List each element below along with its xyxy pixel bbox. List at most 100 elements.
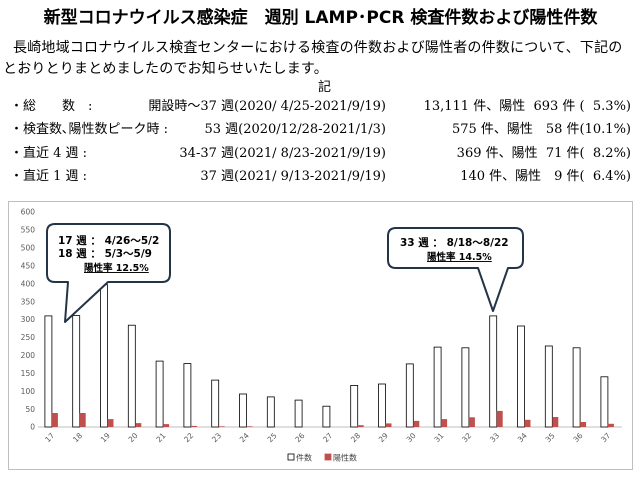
callout-weeks-17-18: 17 週 ： 4/26～5/2 18 週 ： 5/3～5/9 陽性率 12.5% bbox=[46, 223, 171, 323]
summary-row-last-4-weeks: ・直近 4 週 : 34-37 週(2021/ 8/23-2021/9/19) … bbox=[0, 145, 641, 163]
legend-swatch-positives bbox=[324, 453, 332, 461]
x-tick-label: 32 bbox=[460, 431, 473, 444]
summary-result: 140 件、陽性 9 件( 6.4%) bbox=[460, 169, 631, 184]
summary-row-total: ・総 数 : 開設時～37 週(2020/ 4/25-2021/9/19) 13… bbox=[0, 98, 641, 116]
y-tick-label: 600 bbox=[21, 208, 36, 217]
bar-positives-17 bbox=[51, 413, 58, 427]
y-tick-label: 100 bbox=[21, 387, 36, 396]
y-tick-label: 450 bbox=[21, 262, 36, 271]
x-tick-label: 21 bbox=[154, 431, 167, 444]
bar-tests-23 bbox=[211, 379, 220, 428]
x-tick-label: 18 bbox=[71, 431, 84, 444]
bar-tests-32 bbox=[461, 347, 470, 428]
bar-tests-30 bbox=[405, 363, 414, 428]
x-tick-label: 27 bbox=[321, 431, 334, 444]
bar-tests-20 bbox=[127, 324, 136, 428]
bar-tests-26 bbox=[294, 399, 303, 428]
legend-swatch-tests bbox=[287, 453, 295, 461]
legend-label-positives: 陽性数 bbox=[333, 453, 357, 463]
x-tick-label: 20 bbox=[127, 431, 140, 444]
intro-line-1: 長崎地域コロナウイルス検査センターにおける検査の件数および陽性者の件数について、… bbox=[13, 40, 623, 56]
bar-tests-17 bbox=[44, 315, 53, 428]
y-tick-label: 550 bbox=[21, 226, 36, 235]
bar-positives-23 bbox=[218, 426, 225, 427]
x-tick-label: 28 bbox=[349, 431, 362, 444]
y-tick-label: 350 bbox=[21, 297, 36, 306]
x-tick-label: 35 bbox=[544, 431, 557, 444]
y-tick-label: 200 bbox=[21, 351, 36, 360]
x-tick-label: 24 bbox=[238, 431, 251, 444]
chart-legend: 件数 陽性数 bbox=[287, 453, 357, 463]
summary-row-last-1-week: ・直近 1 週 : 37 週(2021/ 9/13-2021/9/19) 140… bbox=[0, 168, 641, 186]
x-tick-label: 19 bbox=[99, 431, 112, 444]
ki-heading: 記 bbox=[318, 80, 332, 95]
y-tick-label: 0 bbox=[30, 423, 35, 432]
x-tick-label: 22 bbox=[182, 431, 195, 444]
summary-label: ・直近 1 週 : bbox=[10, 169, 88, 184]
y-tick-label: 300 bbox=[21, 315, 36, 324]
intro-line-2: とおりとりまとめましたのでお知らせいたします。 bbox=[3, 61, 328, 77]
bar-tests-35 bbox=[544, 345, 553, 428]
bar-positives-30 bbox=[413, 420, 420, 427]
bar-tests-28 bbox=[350, 384, 359, 428]
bar-positives-18 bbox=[79, 413, 86, 427]
callout-positive-rate: 陽性率 14.5% bbox=[427, 251, 492, 263]
bar-positives-20 bbox=[135, 423, 142, 427]
y-tick-label: 500 bbox=[21, 244, 36, 253]
bar-tests-21 bbox=[155, 360, 164, 428]
x-tick-label: 36 bbox=[571, 431, 584, 444]
x-tick-label: 23 bbox=[210, 431, 223, 444]
bar-positives-19 bbox=[107, 419, 114, 427]
summary-period: 34-37 週(2021/ 8/23-2021/9/19) bbox=[179, 146, 386, 161]
bar-positives-34 bbox=[524, 419, 531, 427]
x-tick-label: 26 bbox=[293, 431, 306, 444]
y-tick-label: 400 bbox=[21, 279, 36, 288]
bar-positives-33 bbox=[496, 410, 503, 427]
callout-line: 33 週 ： 8/18～8/22 bbox=[400, 237, 509, 249]
bar-tests-37 bbox=[600, 376, 609, 428]
document-title: 新型コロナウイルス感染症 週別 LAMP･PCR 検査件数および陽性件数 bbox=[43, 8, 598, 28]
bar-positives-22 bbox=[190, 425, 197, 427]
summary-result: 13,111 件、陽性 693 件 ( 5.3%) bbox=[423, 99, 631, 114]
summary-result: 369 件、陽性 71 件( 8.2%) bbox=[456, 146, 631, 161]
bar-positives-29 bbox=[385, 423, 392, 427]
callout-week-33: 33 週 ： 8/18～8/22 陽性率 14.5% bbox=[387, 227, 524, 312]
bar-tests-36 bbox=[572, 347, 581, 428]
bar-positives-32 bbox=[468, 417, 475, 427]
summary-row-peak: ・検査数､陽性数ピーク時 : 53 週(2020/12/28-2021/1/3)… bbox=[0, 121, 641, 139]
bar-tests-31 bbox=[433, 346, 442, 428]
bar-tests-34 bbox=[517, 325, 525, 428]
bar-tests-27 bbox=[322, 405, 331, 428]
y-tick-label: 150 bbox=[21, 369, 36, 378]
bar-positives-37 bbox=[607, 423, 614, 427]
summary-result: 575 件、陽性 58 件(10.1%) bbox=[451, 122, 631, 137]
bar-tests-22 bbox=[183, 363, 192, 428]
bar-tests-19 bbox=[100, 284, 108, 428]
callout-bubble bbox=[46, 223, 171, 323]
callout-bubble bbox=[387, 227, 524, 312]
bar-positives-31 bbox=[441, 419, 448, 427]
bar-tests-33 bbox=[489, 315, 498, 428]
x-tick-label: 25 bbox=[266, 431, 279, 444]
summary-period: 開設時～37 週(2020/ 4/25-2021/9/19) bbox=[148, 99, 386, 114]
x-tick-label: 37 bbox=[599, 431, 612, 444]
y-tick-label: 50 bbox=[25, 405, 35, 414]
weekly-test-chart: 0 50 100 150 200 250 300 350 400 450 500 550 600 17 18… bbox=[8, 201, 633, 470]
summary-period: 37 週(2021/ 9/13-2021/9/19) bbox=[200, 169, 386, 184]
y-tick-label: 250 bbox=[21, 333, 36, 342]
summary-label: ・検査数､陽性数ピーク時 : bbox=[10, 122, 169, 137]
x-tick-label: 17 bbox=[43, 431, 56, 444]
x-tick-label: 30 bbox=[405, 431, 418, 444]
summary-period: 53 週(2020/12/28-2021/1/3) bbox=[204, 122, 386, 137]
bar-tests-29 bbox=[378, 383, 386, 428]
bar-tests-18 bbox=[72, 315, 81, 428]
bar-positives-28 bbox=[357, 425, 364, 427]
bar-positives-21 bbox=[163, 424, 170, 427]
x-tick-label: 34 bbox=[516, 431, 529, 444]
x-tick-label: 31 bbox=[432, 431, 445, 444]
x-tick-label: 29 bbox=[377, 431, 390, 444]
callout-line: 18 週 ： 5/3～5/9 bbox=[58, 248, 152, 260]
callout-positive-rate: 陽性率 12.5% bbox=[84, 262, 149, 274]
bar-positives-36 bbox=[580, 422, 587, 427]
callout-line: 17 週 ： 4/26～5/2 bbox=[58, 235, 159, 247]
